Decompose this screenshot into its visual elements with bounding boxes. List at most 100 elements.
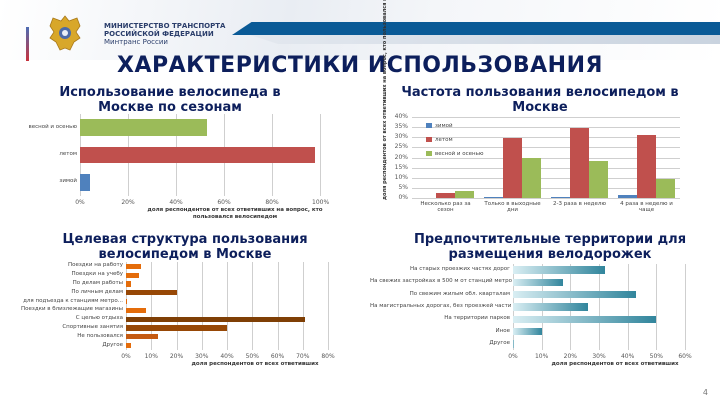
bar — [513, 266, 605, 274]
legend-item: весной и осенью — [426, 151, 484, 157]
x-tick-label: 0% — [508, 353, 518, 360]
bar — [503, 138, 522, 198]
category-label: Поездки в близлежащие магазины — [21, 306, 123, 313]
bar — [126, 325, 227, 331]
bar — [588, 160, 608, 198]
category-label: Другое — [489, 339, 510, 346]
category-label: Только в выходные дни — [484, 201, 541, 213]
chart-2-title: Частота пользования велосипедом в Москве — [401, 85, 679, 115]
y-tick-label: 10% — [394, 173, 408, 181]
category-label: Поездки на работу — [67, 262, 123, 269]
grid-line — [328, 262, 329, 350]
category-label: На старых проезжих частях дорог — [409, 266, 510, 273]
grid-line — [151, 262, 153, 350]
bar — [618, 194, 638, 198]
bar — [436, 192, 455, 198]
y-tick-label: 5% — [398, 183, 408, 191]
grid-line — [201, 262, 203, 350]
x-tick-label: 50% — [649, 353, 663, 360]
x-tick-label: 20% — [121, 199, 135, 206]
page-number: 4 — [702, 388, 708, 397]
y-tick-label: 15% — [394, 163, 408, 171]
grid-line — [627, 264, 629, 350]
ministry-line-2: РОССИЙСКОЙ ФЕДЕРАЦИИ — [104, 30, 214, 38]
grid-line — [412, 167, 680, 169]
grid-line — [412, 117, 680, 118]
grid-line — [302, 262, 304, 350]
header-band-secondary — [250, 35, 720, 44]
bar — [551, 197, 571, 198]
grid-line — [320, 114, 321, 196]
x-tick-label: 0% — [121, 353, 131, 360]
grid-line — [412, 127, 680, 129]
legend-swatch — [426, 137, 432, 142]
legend-label: летом — [435, 137, 453, 143]
category-label: На территории парков — [444, 315, 510, 322]
bar — [521, 157, 541, 198]
bar — [637, 135, 656, 198]
x-tick-label: 60% — [678, 353, 692, 360]
grid-line — [277, 262, 279, 350]
x-tick-label: 20% — [563, 353, 577, 360]
bar — [126, 272, 139, 278]
category-label: Поездки на учебу — [71, 271, 123, 278]
category-label: Несколько раз за сезон — [420, 201, 471, 213]
grid-line — [126, 262, 127, 350]
x-tick-label: 40% — [169, 199, 183, 206]
bar — [655, 178, 675, 198]
chart-4-title: Предпочтительные территории для размещен… — [413, 232, 687, 262]
category-label: Спортивные занятия — [62, 324, 123, 330]
category-label: По делам работы — [72, 280, 123, 286]
ministry-name: МИНИСТЕРСТВО ТРАНСПОРТА РОССИЙСКОЙ ФЕДЕР… — [104, 22, 225, 46]
grid-line — [412, 157, 680, 159]
grid-line — [412, 198, 680, 199]
bar — [513, 303, 588, 311]
category-label: На магистральных дорогах, без проезжей ч… — [370, 303, 512, 309]
x-axis-label: доля респондентов от всех ответивших — [551, 361, 679, 367]
x-tick-label: 40% — [220, 353, 234, 360]
y-axis-label: доля респондентов от всех ответивших на … — [382, 0, 388, 200]
bar — [126, 334, 158, 340]
grid-line — [176, 262, 178, 350]
bar — [126, 281, 132, 287]
bar — [80, 146, 316, 164]
header-band — [232, 22, 720, 35]
ministry-line-3: Минтранс России — [104, 38, 168, 46]
legend-label: зимой — [435, 123, 453, 129]
category-label: Не пользовался — [77, 332, 123, 339]
legend-item: летом — [426, 137, 453, 143]
bar — [513, 315, 657, 323]
chart-territories: 0% 10% 20% 30% 40% 50% 60% На старых проезжих ч… — [370, 262, 720, 382]
bar — [126, 298, 128, 305]
y-tick-label: 25% — [394, 143, 408, 151]
legend-item: зимой — [426, 123, 453, 129]
legend-swatch — [426, 151, 432, 156]
bar — [126, 290, 177, 296]
x-tick-label: 50% — [245, 353, 259, 360]
x-axis-label: доля респондентов от всех ответивших — [191, 361, 319, 367]
bar — [126, 342, 132, 349]
x-tick-label: 60% — [217, 199, 231, 206]
category-label: По свежим жилым обл. кварталам — [409, 290, 510, 297]
grid-line — [252, 262, 254, 350]
category-label: для подъезда к станциям метро... — [23, 297, 123, 304]
header-accent-line — [26, 27, 29, 61]
ministry-line-1: МИНИСТЕРСТВО ТРАНСПОРТА — [104, 22, 226, 30]
x-tick-label: 100% — [312, 199, 330, 206]
x-tick-label: 10% — [534, 353, 549, 360]
y-tick-label: 0% — [398, 194, 408, 201]
x-tick-label: 10% — [144, 353, 158, 360]
grid-line — [685, 264, 686, 350]
category-label: весной и осенью — [28, 123, 78, 130]
x-tick-label: 30% — [592, 353, 606, 360]
bar — [80, 174, 90, 191]
x-tick-label: 80% — [265, 199, 279, 206]
chart-seasons: 0% 20% 40% 60% 80% 100% весной и осенью летом зи… — [0, 112, 360, 222]
y-tick-label: 35% — [394, 123, 408, 131]
category-label: 4 раза в неделю и чаще — [620, 201, 673, 213]
grid-line — [599, 264, 600, 350]
bar — [484, 196, 504, 198]
y-tick-label: 40% — [394, 113, 408, 120]
chart-frequency: 0% 5% 10% 15% 20% 25% 30% 35% 40% Несколько раз з… — [380, 0, 720, 222]
x-tick-label: 30% — [195, 353, 209, 360]
